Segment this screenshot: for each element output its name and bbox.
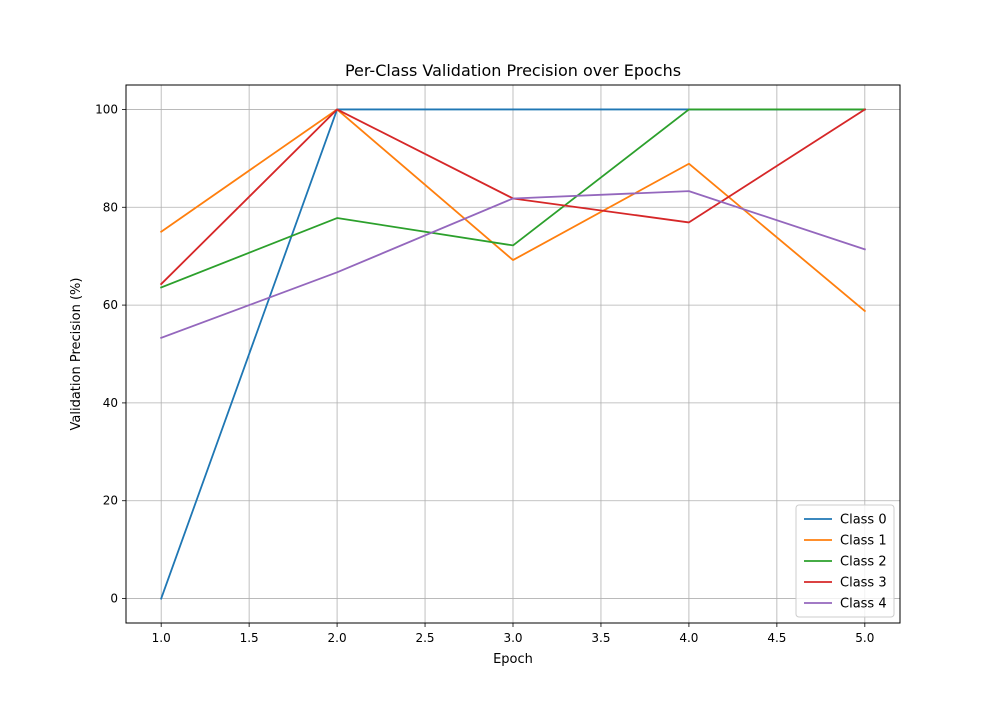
legend-label: Class 2 — [840, 555, 887, 570]
x-tick-label: 2.0 — [328, 631, 347, 645]
axis-ticks: 1.0 1.5 2.0 2.5 3.0 3.5 4.0 4.5 5.0 0 20 40 60 80 100 — [95, 102, 874, 645]
x-tick-label: 3.5 — [591, 631, 610, 645]
series-line-class-1 — [159, 108, 867, 313]
x-axis-label: Epoch — [493, 652, 533, 667]
x-tick-label: 1.0 — [152, 631, 171, 645]
series-lines — [159, 108, 867, 600]
series-line-class-4 — [160, 190, 866, 340]
y-tick-label: 100 — [95, 102, 118, 116]
chart-title: Per-Class Validation Precision over Epoc… — [345, 61, 681, 80]
series-line-class-2 — [160, 108, 866, 289]
legend-label: Class 0 — [840, 513, 887, 528]
legend-label: Class 4 — [840, 597, 887, 612]
legend-box — [795, 504, 895, 618]
x-tick-label: 5.0 — [855, 631, 874, 645]
y-tick-label: 80 — [103, 200, 118, 214]
x-tick-label: 4.5 — [767, 631, 786, 645]
y-tick-label: 20 — [103, 494, 118, 508]
x-tick-label: 1.5 — [240, 631, 259, 645]
x-tick-label: 3.0 — [503, 631, 522, 645]
y-axis-label: Validation Precision (%) — [69, 278, 84, 431]
y-tick-label: 0 — [110, 592, 118, 606]
y-tick-label: 40 — [103, 396, 118, 410]
legend: Class 0 Class 1 Class 2 Class 3 Class 4 — [795, 504, 895, 618]
y-tick-label: 60 — [103, 298, 118, 312]
legend-label: Class 3 — [840, 576, 887, 591]
x-tick-label: 2.5 — [415, 631, 434, 645]
legend-label: Class 1 — [840, 534, 887, 549]
grid-lines — [126, 85, 900, 623]
x-tick-label: 4.0 — [679, 631, 698, 645]
